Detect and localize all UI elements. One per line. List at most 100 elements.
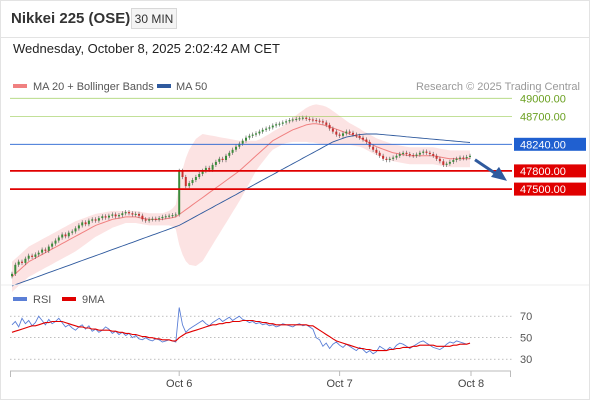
price-candle — [321, 119, 324, 125]
candle-body — [245, 137, 247, 141]
price-candle — [275, 122, 278, 128]
price-candle — [445, 161, 448, 167]
price-candle — [261, 127, 264, 134]
candle-body — [231, 149, 234, 153]
candle-body — [151, 218, 154, 220]
price-candle — [141, 213, 144, 222]
price-candle — [352, 130, 354, 137]
price-candle — [164, 214, 167, 220]
candle-body — [111, 214, 114, 216]
candle-body — [238, 143, 241, 147]
candle-body — [348, 131, 351, 133]
price-candle — [54, 238, 57, 246]
candle-body — [14, 264, 17, 274]
price-candle — [388, 156, 391, 163]
rsi-panel: 30 50 70 — [10, 307, 532, 366]
price-candle — [251, 132, 254, 138]
price-candle — [188, 180, 191, 189]
price-candle — [168, 213, 171, 219]
candle-body — [128, 212, 130, 214]
candle-body — [308, 118, 311, 120]
candle-body — [74, 228, 77, 232]
rsi-line — [11, 307, 471, 355]
candle-body — [194, 177, 197, 180]
price-candle — [44, 247, 47, 253]
price-candle — [412, 153, 415, 158]
rsi-legend: RSI 9MA — [13, 294, 105, 306]
price-candle — [108, 213, 110, 220]
bollinger-band-area — [12, 104, 470, 293]
candle-body — [164, 216, 167, 218]
candle-body — [44, 249, 47, 251]
candle-body — [201, 170, 204, 174]
candle-body — [218, 158, 221, 162]
candle-body — [24, 258, 27, 263]
x-tick-label: Oct 6 — [166, 378, 192, 390]
candle-body — [158, 218, 161, 220]
candle-body — [459, 157, 461, 159]
price-candle — [318, 118, 321, 124]
candle-body — [221, 158, 224, 160]
ma50-line — [11, 133, 471, 287]
level-label-resistance: 49000.00 — [520, 93, 566, 105]
price-candle — [375, 147, 378, 155]
candle-body — [469, 155, 471, 157]
price-candle — [268, 125, 271, 131]
candle-body — [108, 215, 110, 218]
price-candle — [378, 150, 381, 158]
legend-swatch-rsi-ma — [62, 297, 76, 301]
level-label-pivot: 48240.00 — [520, 139, 566, 151]
timeframe-button[interactable]: 30 MIN — [131, 8, 177, 29]
price-candle — [402, 150, 405, 157]
price-candle — [459, 155, 461, 161]
price-candle — [154, 216, 157, 222]
candle-body — [54, 240, 57, 244]
price-candle — [61, 232, 64, 240]
candle-body — [418, 152, 421, 155]
candle-body — [378, 152, 381, 156]
candle-body — [87, 220, 90, 225]
price-candle — [71, 229, 74, 235]
candle-body — [422, 151, 425, 153]
candle-body — [335, 131, 338, 135]
price-candle — [91, 217, 94, 223]
candle-body — [268, 127, 271, 129]
candle-body — [64, 234, 67, 237]
candle-body — [318, 120, 321, 122]
price-candle — [74, 226, 77, 234]
x-axis: Oct 6 Oct 7 Oct 8 — [166, 371, 484, 390]
x-tick-label: Oct 8 — [458, 378, 484, 390]
candle-body — [415, 154, 418, 156]
price-candle — [298, 116, 301, 121]
price-candle — [97, 216, 100, 223]
price-candle — [328, 122, 331, 131]
candle-body — [455, 158, 458, 160]
candle-body — [71, 231, 74, 233]
price-candle — [131, 211, 134, 217]
candle-body — [435, 155, 438, 159]
legend-label-rsi-ma: 9MA — [82, 294, 105, 306]
candle-body — [91, 219, 94, 221]
price-candle — [221, 156, 224, 163]
candle-body — [134, 213, 137, 215]
legend-swatch-ma50 — [157, 84, 171, 88]
levels-layer: 49000.00 48700.00 48240.00 47800.00 47500.00 — [10, 93, 586, 196]
candle-body — [281, 122, 284, 124]
price-candle — [291, 117, 294, 123]
price-candle — [128, 210, 130, 216]
price-candle — [171, 213, 174, 218]
candle-body — [141, 215, 144, 220]
candle-body — [121, 213, 124, 216]
price-candle — [214, 159, 217, 167]
candle-body — [174, 214, 177, 216]
candle-body — [47, 246, 50, 251]
candle-body — [204, 167, 207, 171]
candle-body — [408, 154, 411, 156]
candle-body — [228, 152, 231, 156]
price-candle — [308, 116, 311, 122]
candle-body — [298, 118, 301, 120]
candle-body — [305, 117, 308, 119]
candle-body — [392, 157, 395, 159]
price-candle — [118, 213, 120, 219]
legend-swatch-rsi — [13, 297, 27, 301]
